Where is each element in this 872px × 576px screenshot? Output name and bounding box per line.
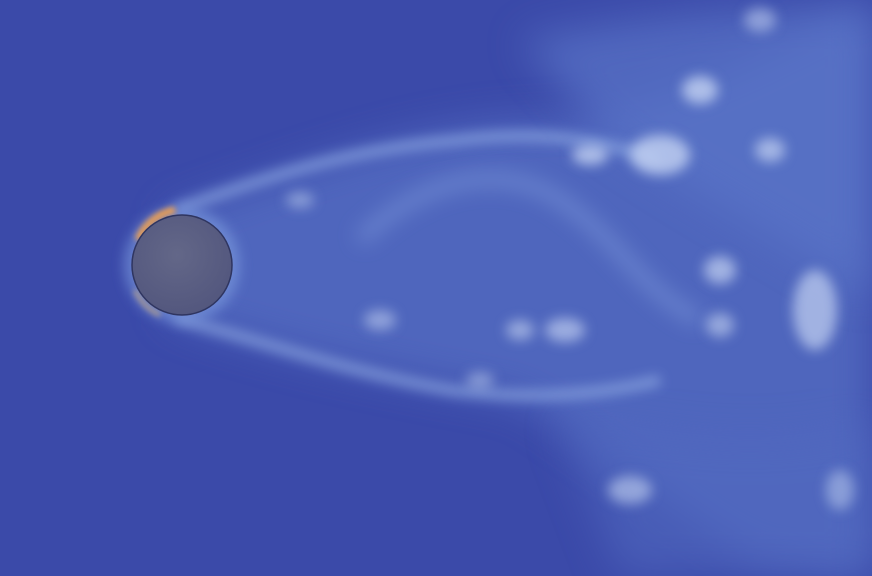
blob: [466, 372, 494, 388]
blob: [545, 318, 585, 342]
shear-layer-upper: [173, 131, 662, 215]
shear-layer-lower: [173, 313, 662, 401]
blob: [682, 76, 718, 104]
blob: [744, 8, 776, 32]
blob: [704, 256, 736, 284]
stagnation-highlight: [134, 206, 176, 242]
blob: [608, 476, 652, 504]
blob: [755, 138, 785, 162]
stagnation-highlight-lower: [133, 289, 161, 317]
blob: [572, 145, 608, 165]
vortex-filament: [355, 172, 704, 327]
blob: [506, 320, 534, 340]
blob: [286, 192, 314, 208]
wake-upper: [520, 7, 872, 300]
wake-lower: [560, 420, 872, 576]
blob: [826, 470, 854, 510]
turbulent-blobs: [286, 8, 854, 510]
blob: [630, 135, 690, 175]
blob: [364, 310, 396, 330]
blob: [706, 313, 734, 337]
cylinder: [131, 214, 233, 316]
blob: [793, 270, 837, 350]
